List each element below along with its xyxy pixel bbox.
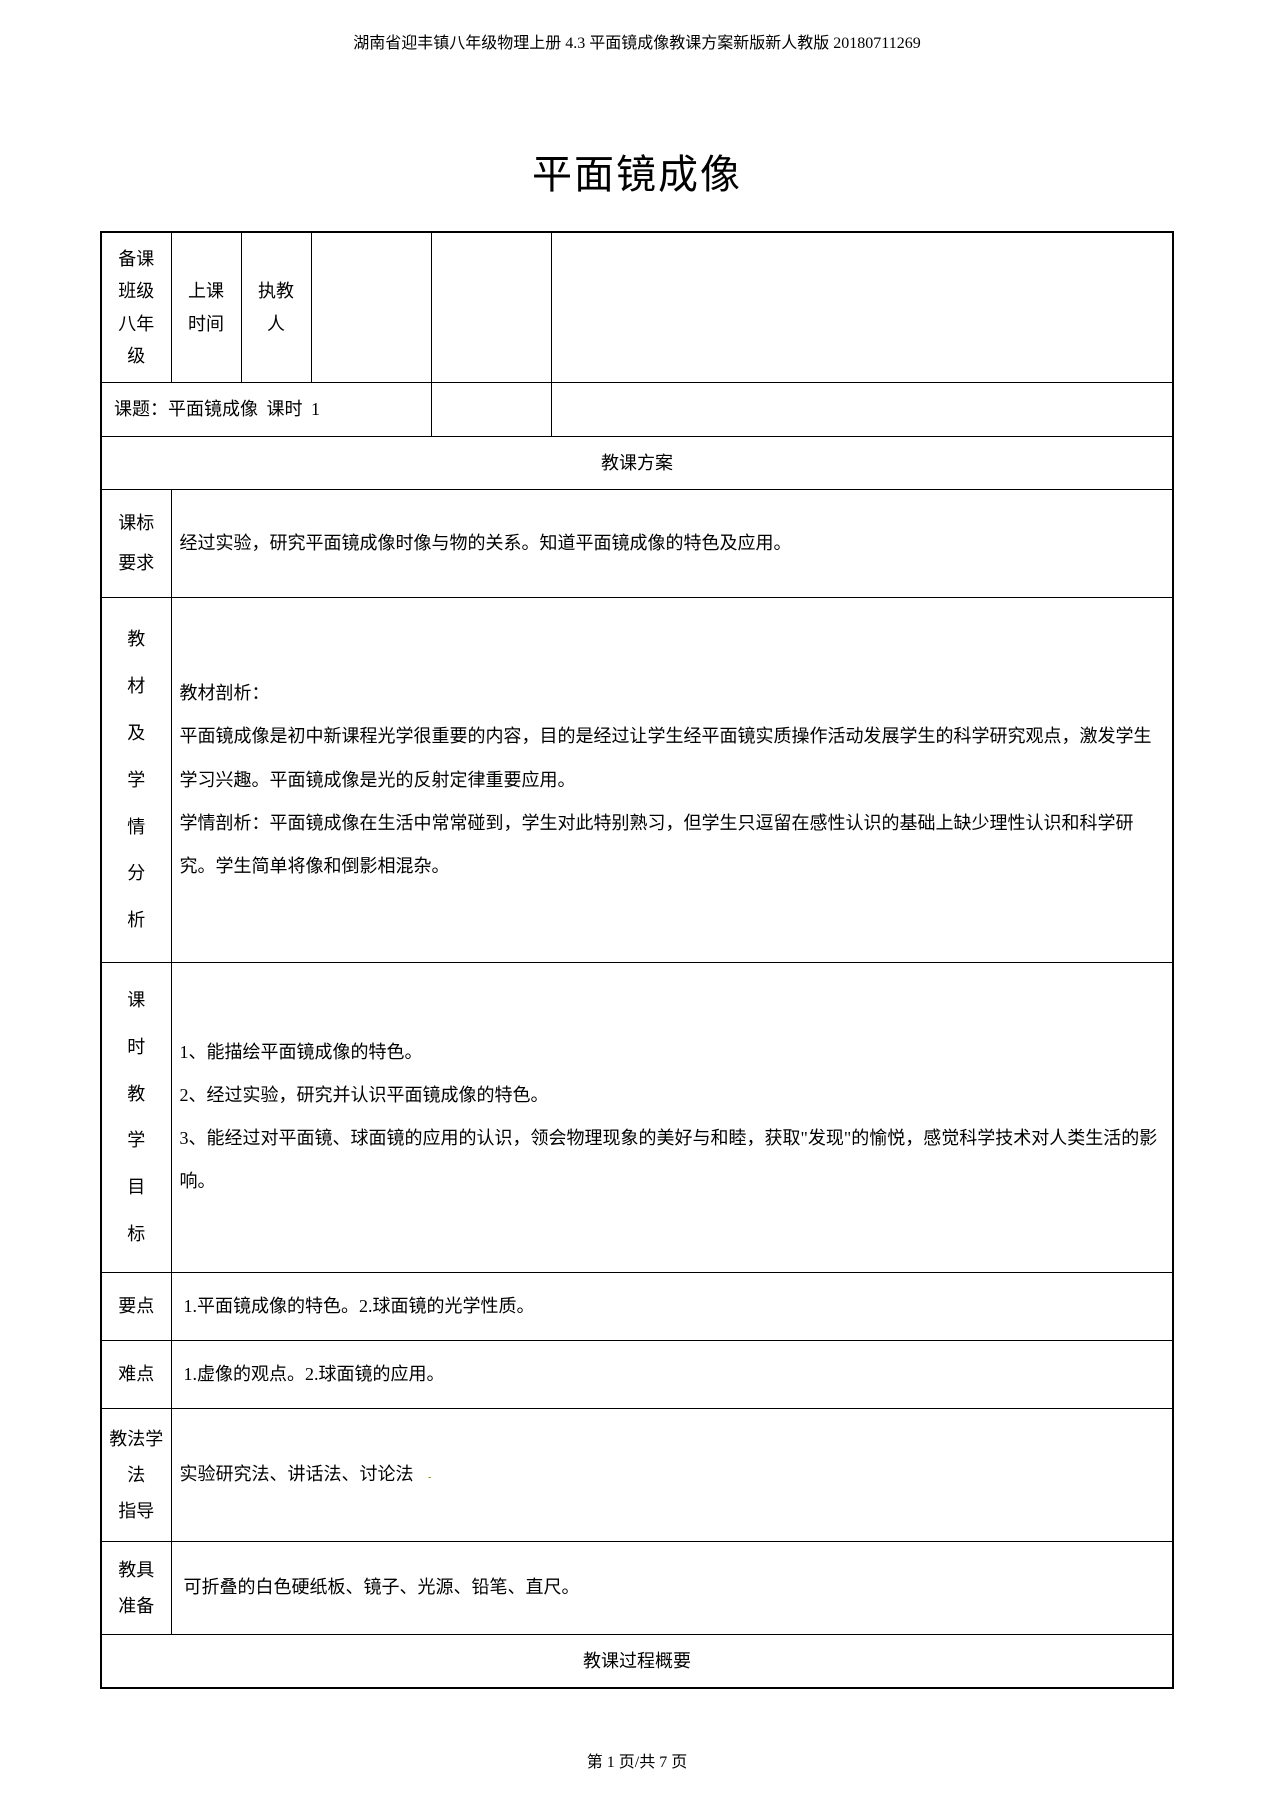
teacher-label: 执教人 — [241, 232, 311, 383]
empty-cell — [551, 383, 1173, 436]
table-row: 教 材 及 学 情 分 析 教材剖析： 平面镜成像是初中新课程光学很重要的内容，… — [101, 598, 1173, 963]
material-analysis-label: 教 材 及 学 情 分 析 — [101, 598, 171, 963]
tools-label: 教具 准备 — [101, 1542, 171, 1635]
method-label: 教法学 法 指导 — [101, 1409, 171, 1542]
empty-cell — [311, 232, 431, 383]
page-number: 第 1 页/共 7 页 — [587, 1754, 687, 1771]
document-header: 湖南省迎丰镇八年级物理上册 4.3 平面镜成像教课方案新版新人教版 201807… — [100, 20, 1174, 59]
time-label: 上课时间 — [171, 232, 241, 383]
page-footer: 第 1 页/共 7 页 — [100, 1749, 1174, 1778]
lesson-plan-table: 备课班级八年级 上课时间 执教人 课题：平面镜成像 课时 1 教课方案 课标 要… — [100, 231, 1174, 1690]
topic-cell: 课题：平面镜成像 课时 1 — [101, 383, 431, 436]
table-row: 备课班级八年级 上课时间 执教人 — [101, 232, 1173, 383]
objectives-label: 课 时 教 学 目 标 — [101, 962, 171, 1272]
material-analysis-content: 教材剖析： 平面镜成像是初中新课程光学很重要的内容，目的是经过让学生经平面镜实质… — [171, 598, 1173, 963]
tools-content: 可折叠的白色硬纸板、镜子、光源、铅笔、直尺。 — [171, 1542, 1173, 1635]
table-row: 难点 1.虚像的观点。2.球面镜的应用。 — [101, 1340, 1173, 1408]
header-text: 湖南省迎丰镇八年级物理上册 4.3 平面镜成像教课方案新版新人教版 201807… — [353, 35, 920, 52]
method-content: 实验研究法、讲话法、讨论法 - — [171, 1409, 1173, 1542]
table-row: 教具 准备 可折叠的白色硬纸板、镜子、光源、铅笔、直尺。 — [101, 1542, 1173, 1635]
standard-label: 课标 要求 — [101, 490, 171, 598]
decorative-mark: - — [418, 1472, 431, 1483]
class-label: 备课班级八年级 — [101, 232, 171, 383]
empty-cell — [551, 232, 1173, 383]
table-row: 教课过程概要 — [101, 1635, 1173, 1689]
table-row: 课标 要求 经过实验，研究平面镜成像时像与物的关系。知道平面镜成像的特色及应用。 — [101, 490, 1173, 598]
table-row: 课 时 教 学 目 标 1、能描绘平面镜成像的特色。 2、经过实验，研究并认识平… — [101, 962, 1173, 1272]
table-row: 教课方案 — [101, 436, 1173, 489]
process-heading: 教课过程概要 — [101, 1635, 1173, 1689]
document-title: 平面镜成像 — [100, 139, 1174, 211]
difficulty-content: 1.虚像的观点。2.球面镜的应用。 — [171, 1340, 1173, 1408]
standard-content: 经过实验，研究平面镜成像时像与物的关系。知道平面镜成像的特色及应用。 — [171, 490, 1173, 598]
table-row: 课题：平面镜成像 课时 1 — [101, 383, 1173, 436]
table-row: 教法学 法 指导 实验研究法、讲话法、讨论法 - — [101, 1409, 1173, 1542]
difficulty-label: 难点 — [101, 1340, 171, 1408]
empty-cell — [431, 232, 551, 383]
empty-cell — [431, 383, 551, 436]
keypoint-label: 要点 — [101, 1272, 171, 1340]
objectives-content: 1、能描绘平面镜成像的特色。 2、经过实验，研究并认识平面镜成像的特色。 3、能… — [171, 962, 1173, 1272]
table-row: 要点 1.平面镜成像的特色。2.球面镜的光学性质。 — [101, 1272, 1173, 1340]
plan-heading: 教课方案 — [101, 436, 1173, 489]
keypoint-content: 1.平面镜成像的特色。2.球面镜的光学性质。 — [171, 1272, 1173, 1340]
